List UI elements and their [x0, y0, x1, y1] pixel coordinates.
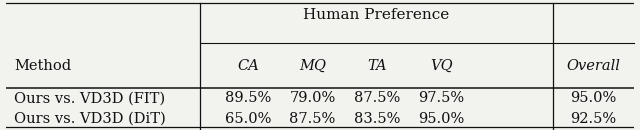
Text: 79.0%: 79.0%: [289, 92, 335, 105]
Text: VQ: VQ: [430, 59, 453, 73]
Text: Method: Method: [14, 59, 71, 73]
Text: 65.0%: 65.0%: [225, 112, 271, 126]
Text: Human Preference: Human Preference: [303, 8, 449, 22]
Text: 95.0%: 95.0%: [419, 112, 465, 126]
Text: Ours vs. VD3D (DiT): Ours vs. VD3D (DiT): [14, 112, 166, 126]
Text: 97.5%: 97.5%: [419, 92, 465, 105]
Text: 87.5%: 87.5%: [354, 92, 400, 105]
Text: Ours vs. VD3D (FIT): Ours vs. VD3D (FIT): [14, 92, 165, 105]
Text: 92.5%: 92.5%: [570, 112, 616, 126]
Text: 83.5%: 83.5%: [354, 112, 400, 126]
Text: 87.5%: 87.5%: [289, 112, 335, 126]
Text: MQ: MQ: [299, 59, 326, 73]
Text: CA: CA: [237, 59, 259, 73]
Text: 95.0%: 95.0%: [570, 92, 616, 105]
Text: Overall: Overall: [566, 59, 620, 73]
Text: 89.5%: 89.5%: [225, 92, 271, 105]
Text: TA: TA: [367, 59, 387, 73]
